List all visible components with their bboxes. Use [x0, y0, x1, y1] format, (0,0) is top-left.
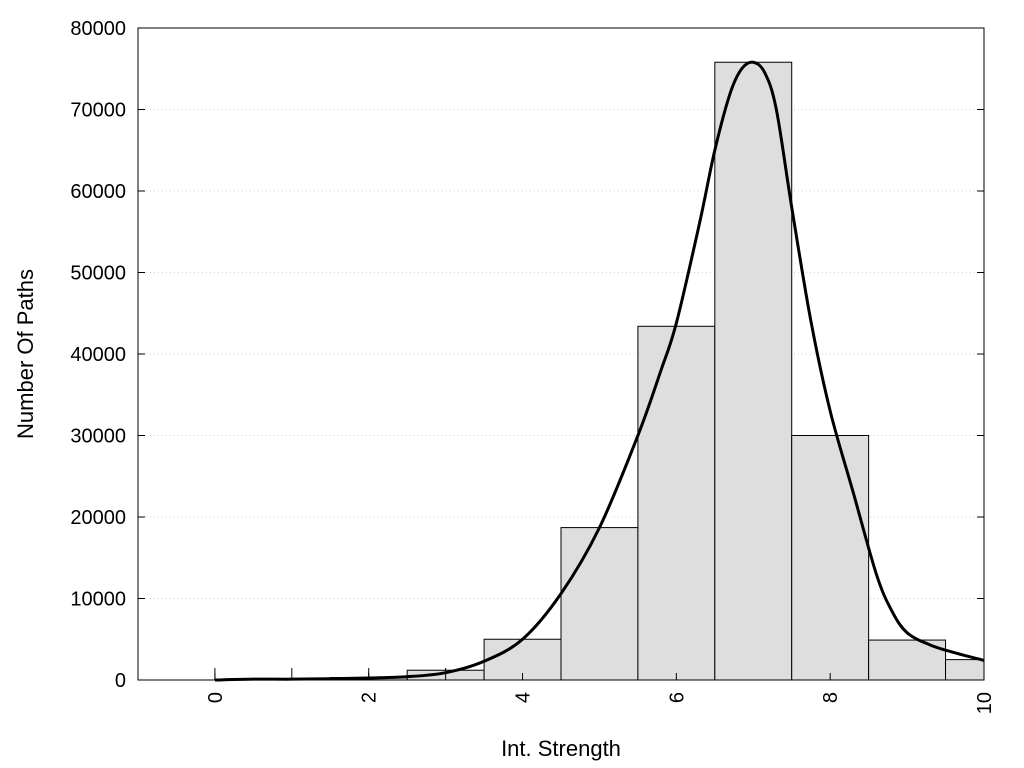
y-tick-label: 30000	[70, 426, 126, 448]
y-axis: 0 10000 20000 30000 40000 50000 60000 70000 8000…	[70, 18, 984, 692]
x-tick-label: 6	[666, 692, 688, 703]
y-tick-label: 20000	[70, 507, 126, 529]
curve-line	[214, 60, 985, 682]
bar	[714, 61, 793, 681]
bars	[329, 61, 985, 681]
bar	[637, 325, 716, 681]
y-tick-label: 80000	[70, 18, 126, 40]
x-tick-label: 8	[820, 692, 842, 703]
x-tick-label: 10	[974, 692, 996, 714]
x-tick-label: 0	[205, 692, 227, 703]
y-tick-label: 70000	[70, 100, 126, 122]
y-tick-label: 0	[115, 670, 126, 692]
y-tick-label: 60000	[70, 181, 126, 203]
y-tick-label: 10000	[70, 589, 126, 611]
density-curve	[214, 60, 985, 682]
bar	[560, 527, 639, 681]
bar	[791, 435, 870, 681]
y-axis-title: Number Of Paths	[13, 269, 38, 439]
x-tick-label: 4	[513, 692, 535, 703]
x-axis: 0 2 4 6 8 10	[205, 673, 996, 714]
y-tick-label: 50000	[70, 263, 126, 285]
bar	[945, 659, 985, 681]
y-tick-label: 40000	[70, 344, 126, 366]
x-tick-label: 2	[359, 692, 381, 703]
x-axis-title: Int. Strength	[501, 736, 621, 761]
